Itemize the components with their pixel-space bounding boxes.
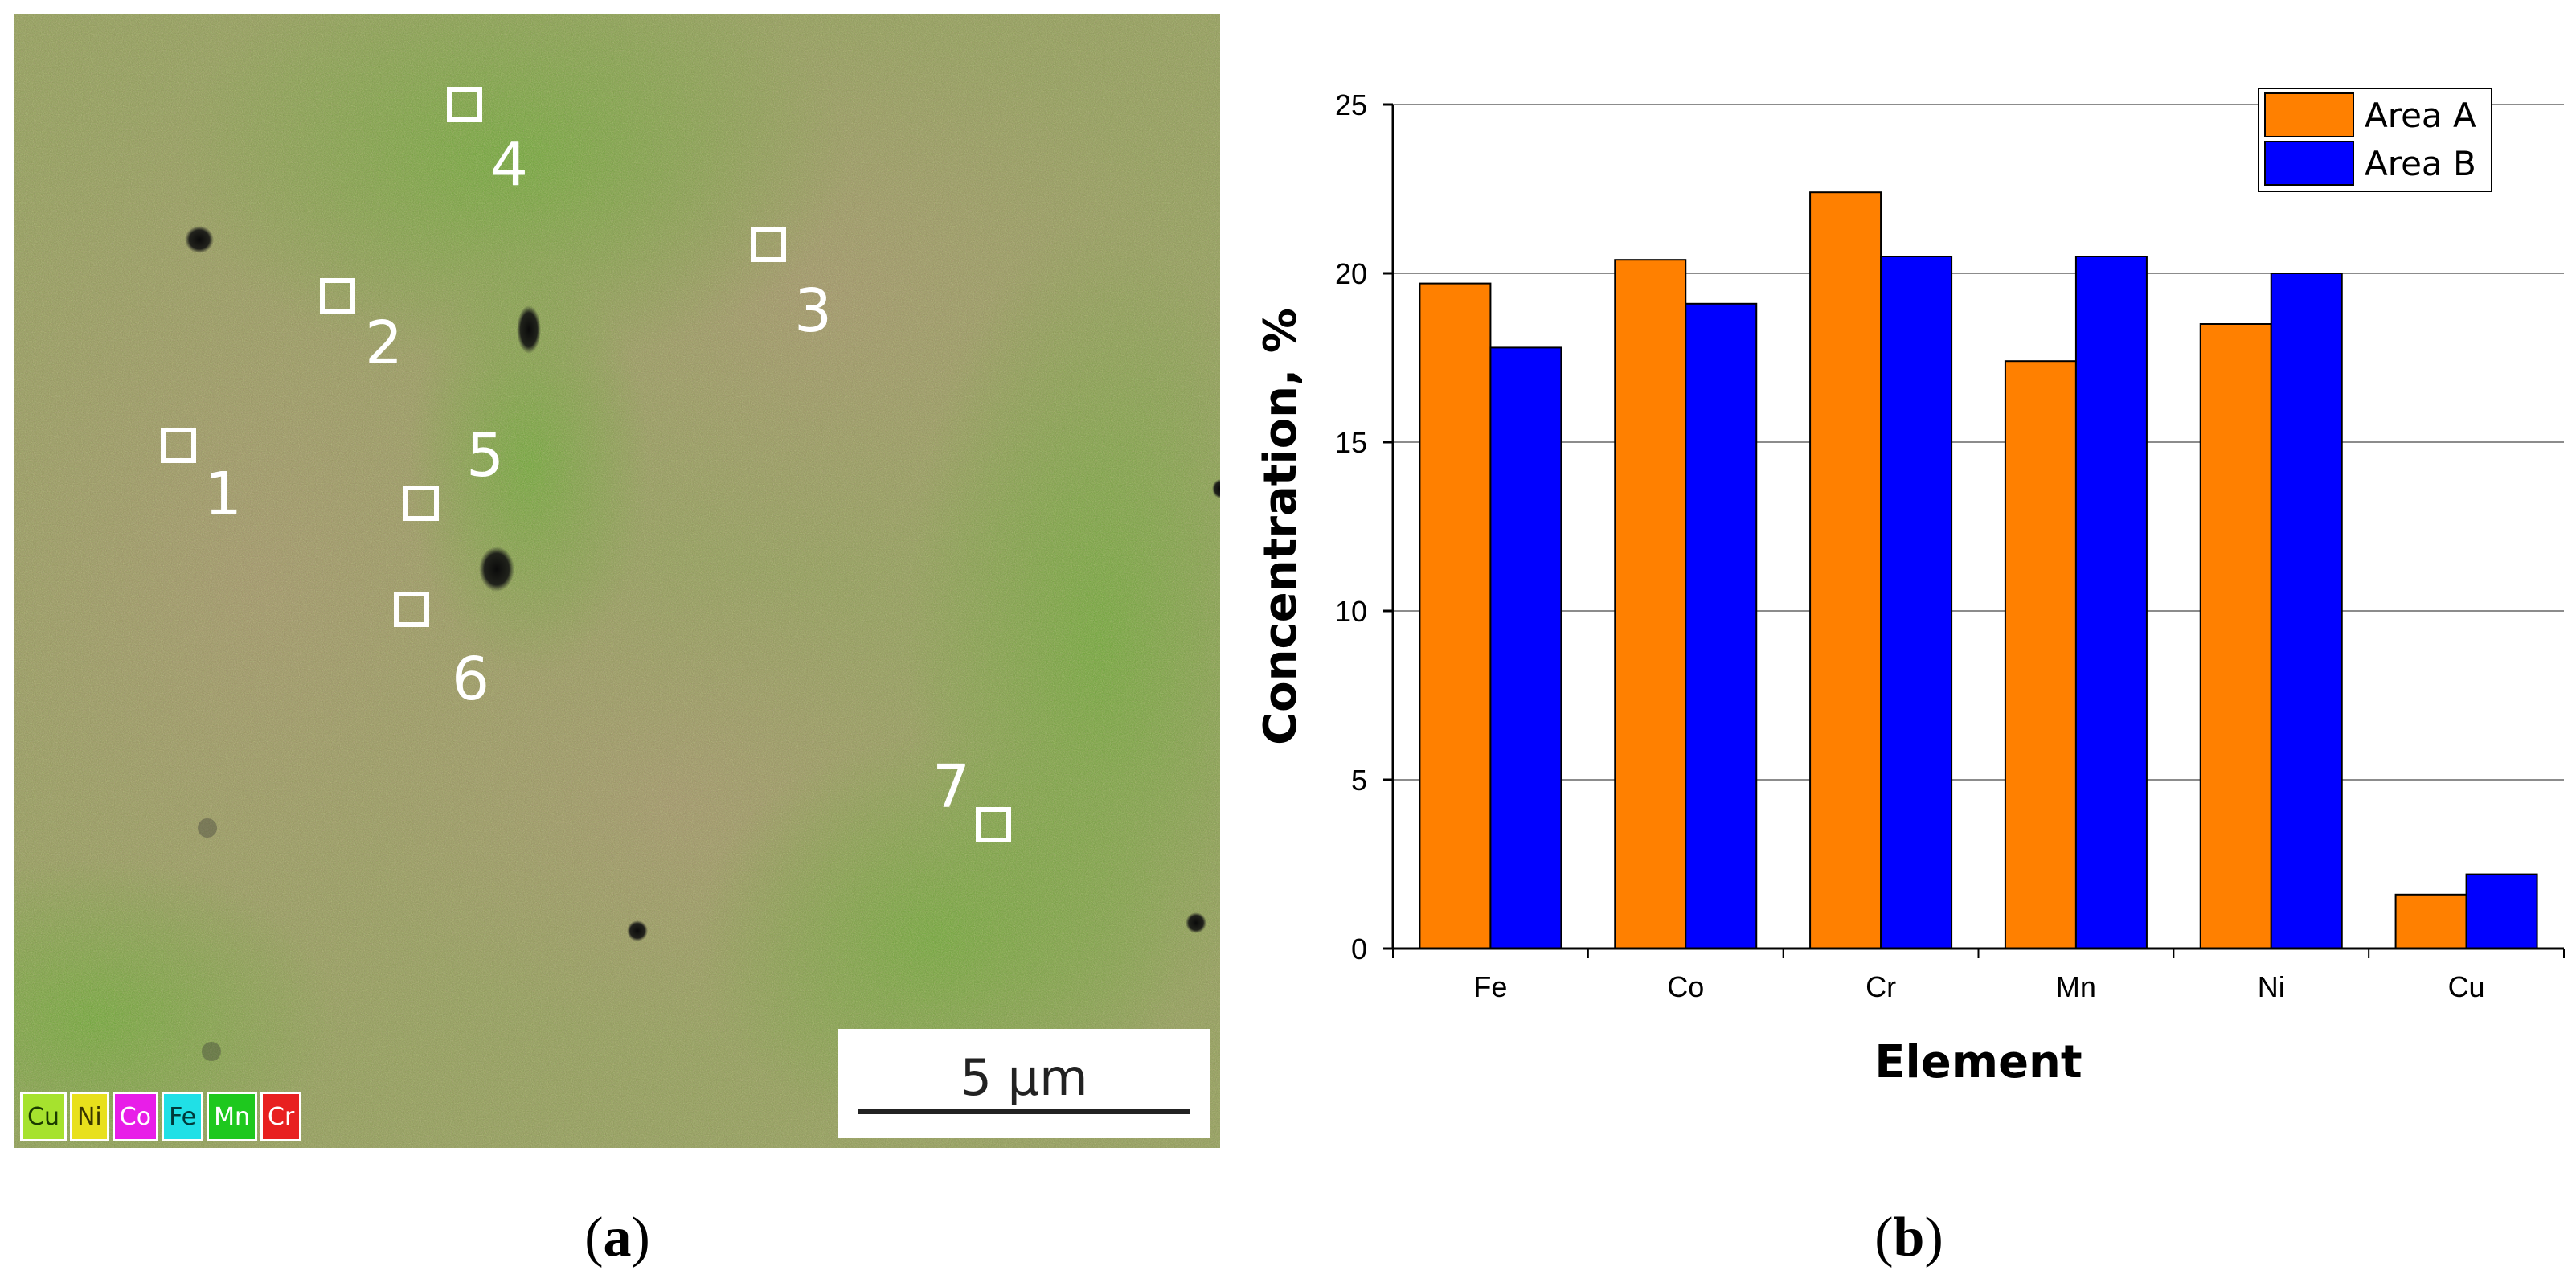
caption-letter: a bbox=[603, 1207, 632, 1269]
bar-area-b-cr bbox=[1880, 256, 1953, 949]
bar-area-b-mn bbox=[2074, 256, 2148, 949]
legend-chip-fe: Fe bbox=[162, 1092, 204, 1141]
bar-area-b-cu bbox=[2465, 873, 2538, 949]
legend-chip-symbol: Ni bbox=[76, 1102, 102, 1131]
caption-letter: b bbox=[1893, 1207, 1925, 1269]
area-marker-4 bbox=[447, 87, 482, 122]
area-marker-7 bbox=[976, 807, 1011, 842]
legend-chip-cu: Cu bbox=[20, 1092, 67, 1141]
legend-label: Area B bbox=[2365, 144, 2476, 183]
x-tick-label: Mn bbox=[2056, 970, 2096, 1003]
y-tick-label: 20 bbox=[1335, 257, 1367, 290]
area-marker-6 bbox=[394, 592, 429, 627]
legend-chip-co: Co bbox=[112, 1092, 159, 1141]
chart-legend: Area A Area B bbox=[2258, 88, 2492, 192]
caption-panel-b: (b) bbox=[1874, 1207, 1943, 1269]
legend-chip-symbol: Cu bbox=[27, 1102, 59, 1131]
bar-area-a-cu bbox=[2394, 893, 2467, 950]
pore-spot bbox=[627, 920, 648, 941]
pore-spot bbox=[517, 305, 541, 354]
legend-chip-symbol: Mn bbox=[214, 1102, 251, 1131]
x-tick-label: Co bbox=[1667, 970, 1704, 1003]
caption-panel-a: (a) bbox=[584, 1207, 650, 1269]
gridlines bbox=[1393, 104, 2564, 781]
area-marker-label-1: 1 bbox=[204, 460, 243, 529]
legend-swatch-area-b bbox=[2264, 141, 2354, 186]
bar-area-a-co bbox=[1614, 259, 1687, 949]
bar-area-b-fe bbox=[1489, 346, 1562, 949]
area-marker-3 bbox=[751, 227, 786, 262]
pore-spot bbox=[185, 226, 214, 253]
bar-area-a-mn bbox=[2004, 360, 2077, 949]
area-marker-label-5: 5 bbox=[466, 421, 505, 490]
x-tick-label: Cu bbox=[2448, 970, 2485, 1003]
legend-chip-symbol: Fe bbox=[169, 1102, 197, 1131]
scale-bar-line bbox=[858, 1109, 1190, 1114]
bar-area-a-fe bbox=[1419, 282, 1492, 950]
tick-labels: 0 5 10 15 20 25 Fe Co Cr Mn Ni Cu bbox=[1335, 88, 2485, 1003]
bar-area-a-ni bbox=[2199, 323, 2272, 949]
area-marker-5 bbox=[403, 486, 439, 521]
pore-spot bbox=[479, 547, 514, 592]
x-tick-label: Cr bbox=[1865, 970, 1896, 1003]
bar-area-a-cr bbox=[1809, 191, 1882, 949]
scale-bar-label: 5 µm bbox=[960, 1048, 1088, 1107]
area-marker-1 bbox=[161, 428, 196, 463]
area-marker-2 bbox=[320, 278, 355, 314]
pore-spot bbox=[1212, 479, 1220, 498]
axes bbox=[1383, 103, 2565, 958]
legend-chip-symbol: Co bbox=[119, 1102, 152, 1131]
legend-chip-symbol: Cr bbox=[268, 1102, 295, 1131]
x-axis-title: Element bbox=[1874, 1036, 2082, 1088]
y-tick-label: 25 bbox=[1335, 88, 1367, 121]
eds-map-panel: 1 2 3 4 5 6 7 5 µm Cu Ni Co Fe Mn Cr bbox=[14, 14, 1220, 1148]
area-marker-label-7: 7 bbox=[932, 752, 971, 822]
y-tick-label: 5 bbox=[1351, 764, 1367, 797]
bar-area-b-ni bbox=[2270, 273, 2343, 949]
scale-bar: 5 µm bbox=[838, 1029, 1210, 1138]
element-color-legend: Cu Ni Co Fe Mn Cr bbox=[20, 1092, 302, 1141]
x-tick-label: Fe bbox=[1473, 970, 1507, 1003]
legend-swatch-area-a bbox=[2264, 92, 2354, 137]
y-tick-label: 0 bbox=[1351, 932, 1367, 965]
bar-area-b-co bbox=[1685, 302, 1758, 949]
pore-spot bbox=[1186, 912, 1206, 933]
legend-chip-ni: Ni bbox=[69, 1092, 109, 1141]
area-marker-label-2: 2 bbox=[365, 309, 403, 378]
area-marker-label-6: 6 bbox=[452, 645, 490, 714]
y-axis-title: Concentration, % bbox=[1255, 308, 1307, 745]
x-tick-label: Ni bbox=[2258, 970, 2285, 1003]
bars bbox=[1419, 191, 2538, 950]
legend-chip-mn: Mn bbox=[207, 1092, 258, 1141]
eds-map-image bbox=[14, 14, 1220, 1148]
area-marker-label-4: 4 bbox=[490, 130, 529, 199]
y-tick-label: 15 bbox=[1335, 426, 1367, 459]
y-tick-label: 10 bbox=[1335, 595, 1367, 628]
legend-chip-cr: Cr bbox=[260, 1092, 302, 1141]
area-marker-label-3: 3 bbox=[794, 277, 833, 346]
legend-label: Area A bbox=[2365, 96, 2476, 135]
